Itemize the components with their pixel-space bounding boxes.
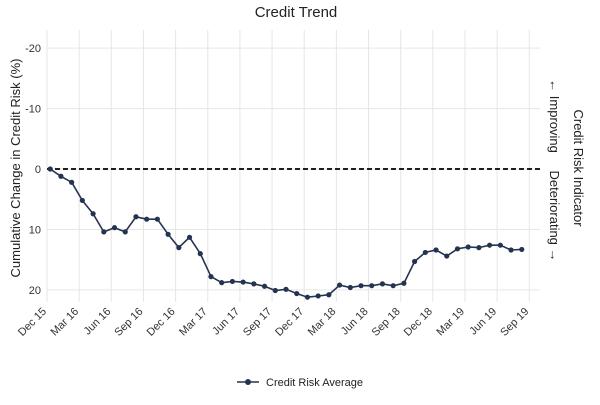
- data-point: [58, 173, 64, 179]
- data-point: [401, 280, 407, 286]
- data-point: [508, 247, 514, 253]
- data-point: [487, 242, 493, 248]
- data-point: [294, 290, 300, 297]
- x-tick-label: Sep 17: [241, 306, 274, 339]
- data-point: [101, 229, 107, 235]
- data-point: [208, 274, 214, 280]
- data-point: [133, 214, 139, 220]
- data-point: [315, 293, 321, 299]
- data-point: [47, 166, 53, 172]
- data-point: [369, 283, 375, 289]
- series-points: [47, 166, 525, 300]
- data-point: [154, 216, 160, 222]
- deteriorating-label: Deteriorating →: [547, 170, 562, 261]
- data-point: [251, 281, 257, 287]
- y-tick-label: -20: [25, 43, 41, 55]
- data-point: [272, 287, 278, 294]
- data-point: [390, 283, 396, 289]
- x-tick-label: Mar 17: [177, 306, 210, 339]
- data-point: [336, 282, 343, 288]
- data-point: [465, 244, 471, 250]
- data-point: [186, 234, 193, 240]
- x-tick-label: Sep 18: [370, 306, 403, 339]
- x-tick-label: Sep 16: [112, 306, 145, 339]
- legend-swatch-dot: [245, 379, 251, 385]
- grid: [46, 30, 540, 302]
- y-tick-label: 10: [29, 224, 41, 236]
- data-point: [412, 258, 418, 265]
- x-tick-label: Dec 18: [402, 306, 435, 339]
- data-point: [379, 281, 386, 287]
- data-point: [111, 225, 118, 231]
- data-point: [197, 251, 203, 257]
- y-axis-label: Cumulative Change in Credit Risk (%): [8, 59, 23, 278]
- data-point: [90, 211, 96, 217]
- data-point: [347, 284, 353, 291]
- x-tick-label: Mar 19: [434, 306, 467, 339]
- data-point: [261, 283, 268, 289]
- x-tick-label: Dec 15: [16, 306, 49, 339]
- data-point: [326, 292, 332, 298]
- series-line-credit-risk-average: [49, 168, 522, 299]
- y-axis-ticks: -20 -10 0 10 20: [25, 43, 41, 297]
- data-point: [122, 229, 128, 235]
- legend: Credit Risk Average: [237, 377, 363, 389]
- data-point: [165, 231, 171, 237]
- data-point: [219, 280, 225, 286]
- data-point: [454, 246, 461, 252]
- improving-label: ← Improving: [547, 79, 562, 153]
- y-tick-label: 20: [29, 285, 41, 297]
- chart-title: Credit Trend: [255, 4, 338, 21]
- x-tick-label: Mar 16: [49, 306, 82, 339]
- data-point: [69, 179, 75, 185]
- x-axis-ticks: Dec 15 Mar 16 Jun 16 Sep 16 Dec 16 Mar 17 Jun …: [16, 306, 531, 339]
- data-point: [229, 278, 236, 285]
- x-tick-label: Jun 16: [82, 306, 114, 338]
- data-point: [433, 247, 439, 253]
- x-tick-label: Sep 19: [498, 306, 531, 339]
- x-tick-label: Jun 19: [467, 306, 499, 338]
- data-point: [79, 197, 85, 204]
- right-axis-label: Credit Risk Indicator: [571, 109, 586, 227]
- data-point: [240, 279, 246, 285]
- data-point: [497, 242, 503, 248]
- data-point: [422, 249, 428, 256]
- legend-entry-credit-risk-average: Credit Risk Average: [266, 377, 363, 389]
- x-tick-label: Dec 16: [145, 306, 178, 339]
- data-point: [519, 246, 525, 253]
- data-point: [176, 245, 182, 251]
- data-point: [144, 216, 150, 222]
- data-point: [476, 245, 482, 251]
- y-tick-label: -10: [25, 104, 41, 116]
- y-tick-label: 0: [35, 164, 41, 176]
- data-point: [358, 283, 364, 289]
- data-point: [283, 286, 289, 292]
- x-tick-label: Jun 17: [210, 306, 242, 338]
- data-point: [304, 294, 311, 300]
- data-point: [444, 253, 450, 259]
- x-tick-label: Mar 18: [306, 306, 339, 339]
- x-tick-label: Dec 17: [273, 306, 306, 339]
- x-tick-label: Jun 18: [339, 306, 371, 338]
